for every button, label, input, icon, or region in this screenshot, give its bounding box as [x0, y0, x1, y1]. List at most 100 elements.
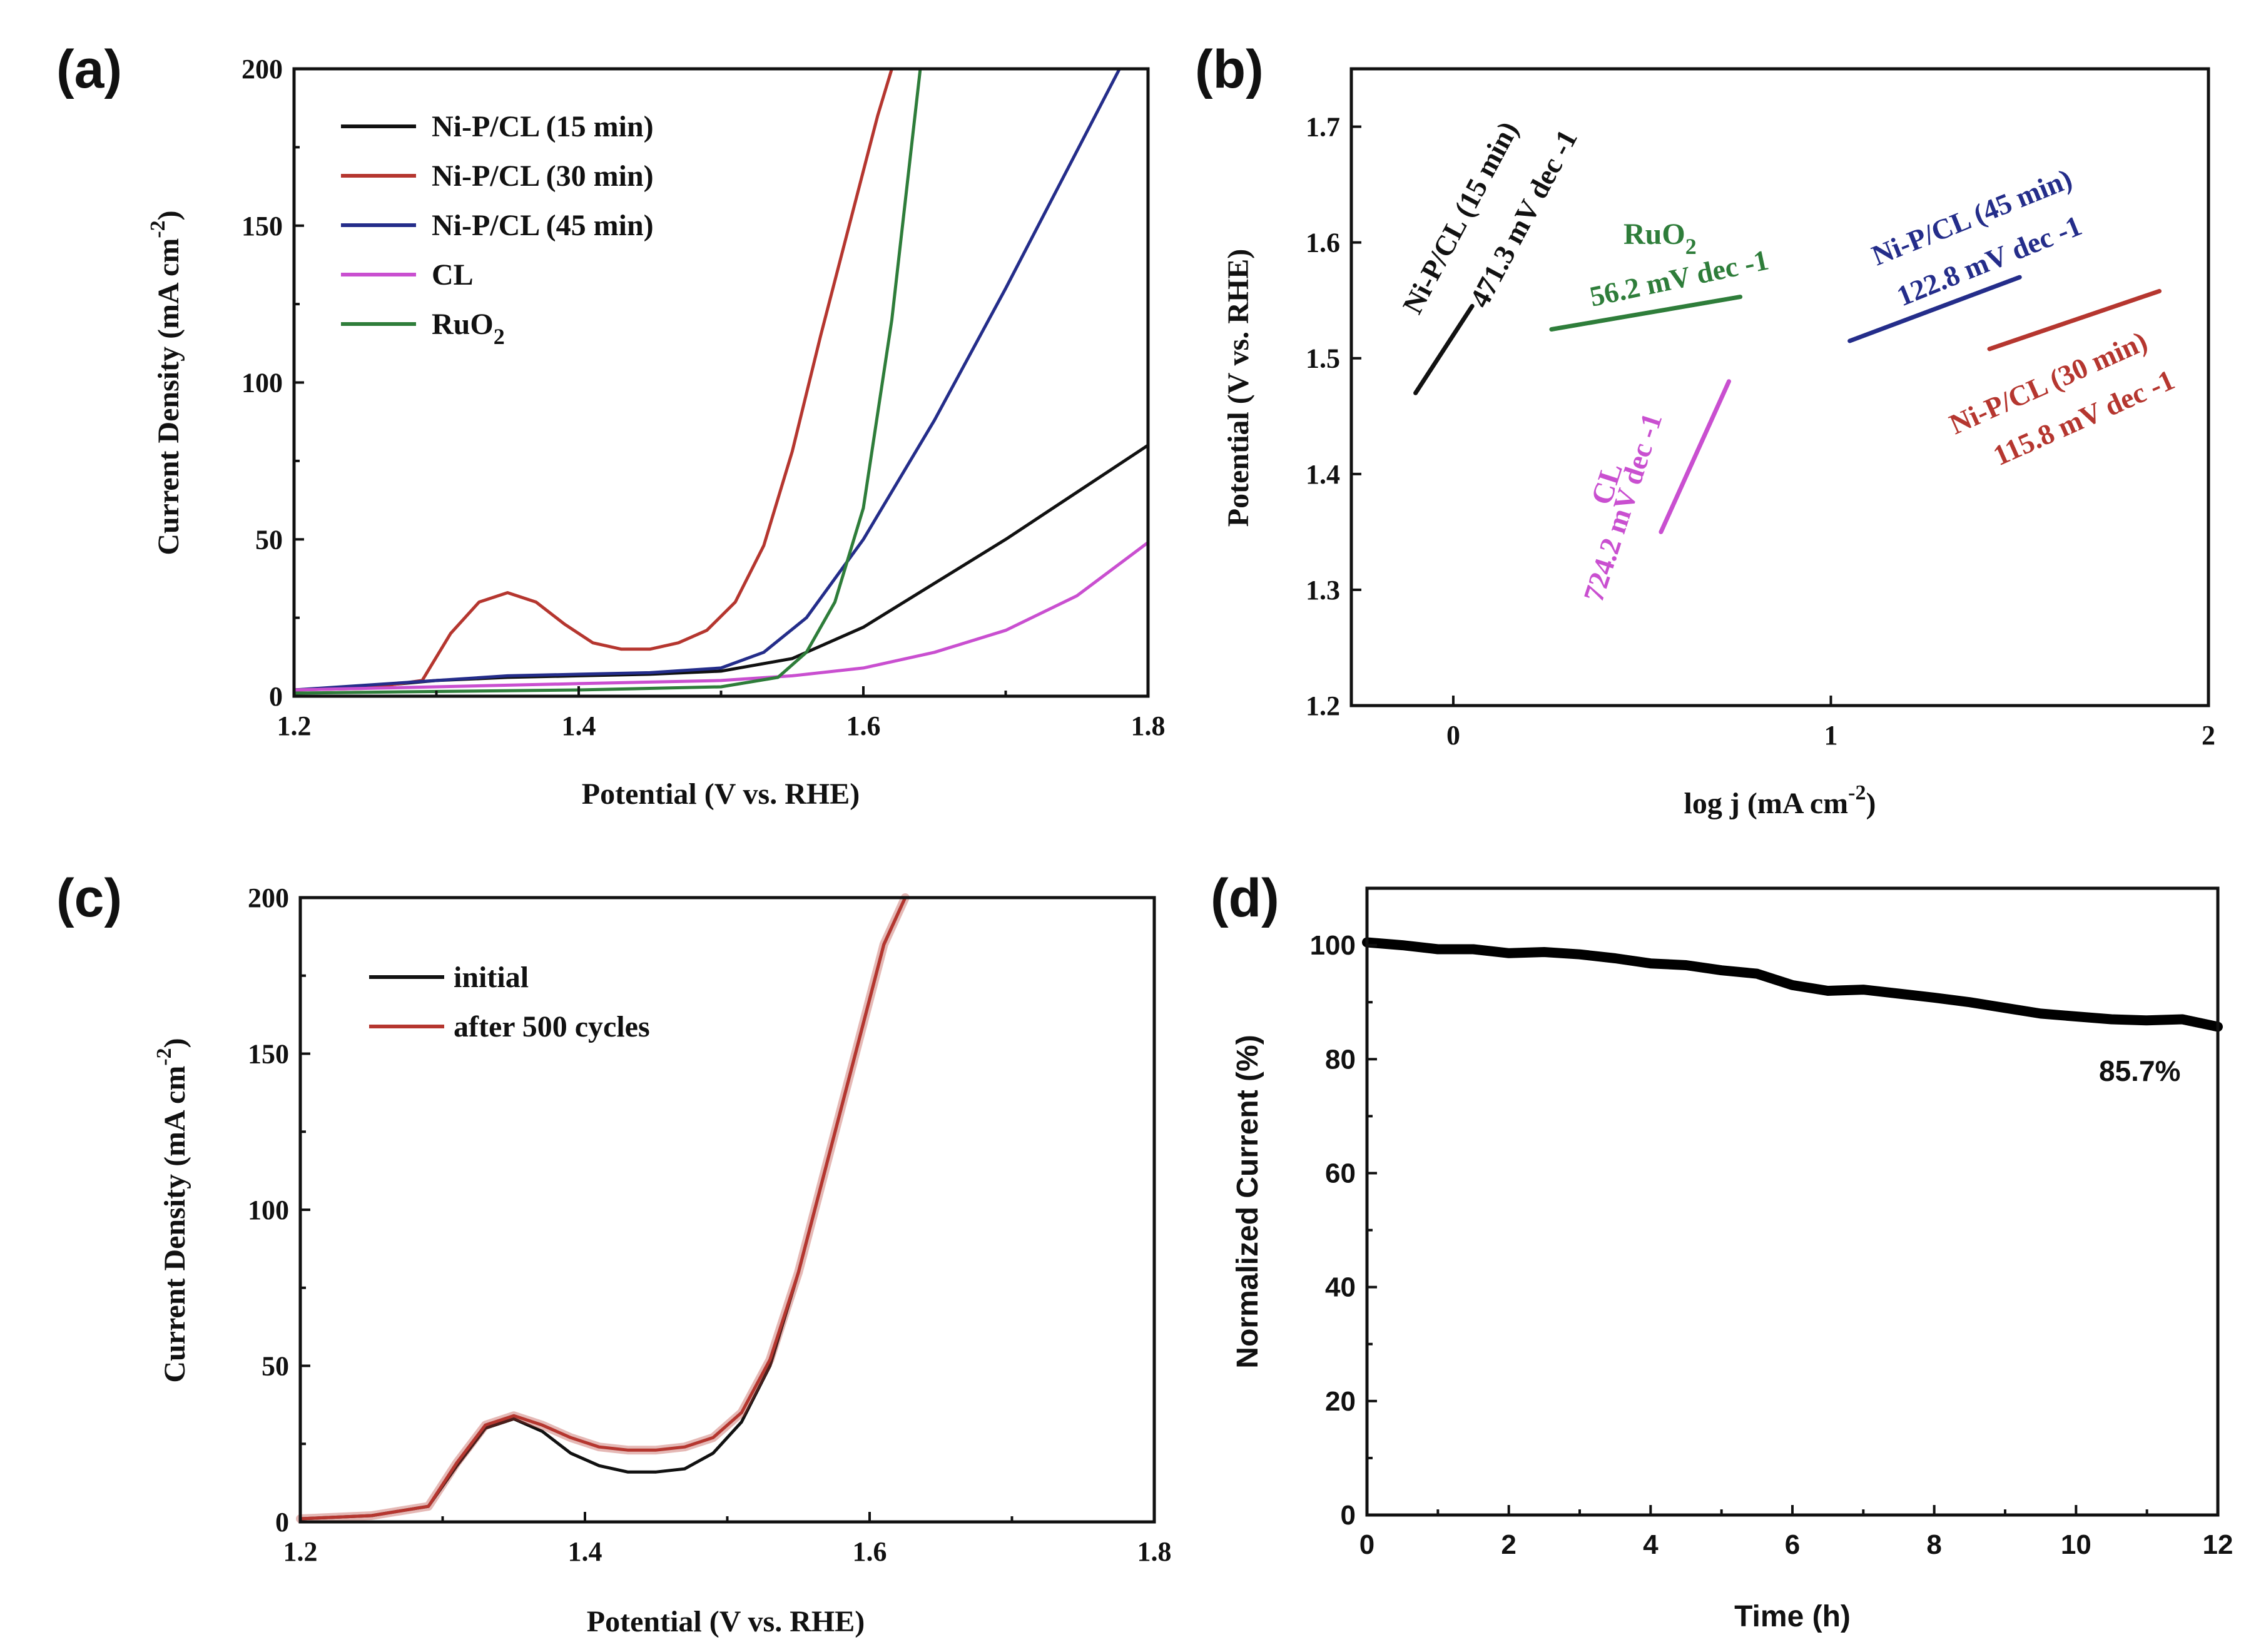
chart-d-xtick-label: 12 [2203, 1529, 2233, 1560]
chart-d-xtick-label: 2 [1501, 1529, 1516, 1560]
legend-a-45min: Ni-P/CL (45 min) [432, 209, 654, 242]
legend-a-cl: CL [432, 258, 474, 291]
chart-b-xlabel-sup: -2 [1848, 781, 1866, 804]
chart-c-ticks: 1.2 1.4 1.6 1.8 0 50 100 150 200 [248, 883, 1172, 1567]
chart-c-series [296, 893, 910, 1523]
panel-label-b: (b) [1195, 39, 1264, 99]
panel-label-c: (c) [56, 868, 122, 928]
chart-b-ytick-label: 1.7 [1306, 112, 1340, 143]
chart-b-xlabel-end: ) [1866, 787, 1876, 820]
chart-d-xtick-label: 8 [1926, 1529, 1941, 1560]
chart-d-xtick-label: 10 [2061, 1529, 2091, 1560]
chart-a-ytick-label: 50 [255, 524, 283, 555]
chart-c-ytick-label: 200 [248, 883, 289, 913]
chart-b-ylabel: Potential (V vs. RHE) [1222, 249, 1255, 527]
chart-a-ytick-label: 100 [241, 368, 283, 398]
legend-a-ruo2-main: RuO [432, 308, 494, 341]
anno-b-cl-tafel: 724.2 mV dec -1 [1577, 409, 1668, 606]
chart-a-ylabel: Current Density (mA cm-2) [146, 210, 185, 555]
chart-c-ytick-label: 0 [275, 1507, 289, 1538]
chart-b-ytick-label: 1.4 [1306, 459, 1340, 490]
chart-c-ytick-label: 50 [262, 1351, 289, 1382]
chart-b-ytick-label: 1.2 [1306, 691, 1340, 721]
chart-b-ytick-label: 1.5 [1306, 343, 1340, 374]
chart-c-xlabel: Potential (V vs. RHE) [587, 1605, 865, 1638]
legend-c-initial: initial [454, 961, 529, 994]
chart-a-frame [292, 67, 1150, 698]
chart-d-series-stability [1362, 937, 2223, 1032]
chart-c: 1.2 1.4 1.6 1.8 0 50 100 150 200 Potential (V vs… [153, 883, 1172, 1638]
chart-d-ylabel: Normalized Current (%) [1231, 1035, 1264, 1368]
chart-d: 0 2 4 6 8 10 12 0 20 40 60 80 100 Time (h) Normalize… [1231, 886, 2233, 1633]
chart-a-series-cl [292, 540, 1150, 692]
chart-b-series-ni-p-cl-15-min [1413, 303, 1475, 395]
chart-d-xtick-label: 0 [1359, 1529, 1374, 1560]
chart-b-xlabel-main: log j (mA cm [1684, 787, 1849, 820]
chart-a-xtick-label: 1.6 [846, 711, 881, 741]
chart-b-frame [1349, 67, 2210, 707]
anno-b-15min-name: Ni-P/CL (15 min) [1396, 116, 1525, 319]
chart-c-legend: initial after 500 cycles [369, 961, 650, 1043]
chart-b-series [1413, 275, 2162, 534]
chart-b: 0 1 2 1.2 1.3 1.4 1.5 1.6 1.7 log j (mA cm-2) Po… [1222, 67, 2215, 820]
panel-label-a: (a) [56, 39, 122, 99]
chart-a-ytick-label: 0 [269, 681, 283, 712]
chart-a-xtick-label: 1.4 [562, 711, 596, 741]
legend-a-ruo2: RuO2 [432, 308, 505, 349]
chart-b-series-ni-p-cl-30-min [1987, 288, 2162, 352]
chart-a: 1.2 1.4 1.6 1.8 0 50 100 150 200 Potential (V vs… [146, 54, 1166, 811]
chart-a-xlabel: Potential (V vs. RHE) [582, 778, 860, 811]
chart-c-ylabel: Current Density (mA cm-2) [153, 1038, 191, 1382]
chart-b-xtick-label: 0 [1446, 720, 1460, 751]
chart-d-ytick-label: 60 [1325, 1158, 1356, 1188]
chart-c-ylabel-sup: -2 [153, 1048, 176, 1065]
legend-a-ruo2-sub: 2 [494, 324, 505, 349]
chart-c-ylabel-end: ) [158, 1038, 191, 1048]
chart-b-xlabel: log j (mA cm-2) [1684, 781, 1876, 820]
chart-b-ticks: 0 1 2 1.2 1.3 1.4 1.5 1.6 1.7 [1306, 112, 2215, 751]
chart-c-ytick-label: 150 [248, 1039, 289, 1070]
chart-a-ylabel-sup: -2 [146, 220, 170, 238]
chart-c-ylabel-main: Current Density (mA cm [158, 1066, 191, 1383]
chart-a-series [292, 67, 1150, 695]
chart-c-xtick-label: 1.8 [1137, 1536, 1172, 1567]
chart-d-xtick-label: 6 [1785, 1529, 1800, 1560]
chart-d-series [1362, 937, 2223, 1032]
anno-b-ruo2-sub: 2 [1685, 234, 1697, 259]
chart-b-series-ruo2 [1549, 295, 1743, 332]
chart-d-xtick-label: 4 [1643, 1529, 1659, 1560]
chart-d-xlabel: Time (h) [1734, 1600, 1851, 1633]
chart-a-ytick-label: 200 [241, 54, 283, 84]
legend-a-15min: Ni-P/CL (15 min) [432, 110, 654, 143]
chart-b-ytick-label: 1.3 [1306, 575, 1340, 606]
chart-d-ytick-label: 0 [1341, 1500, 1356, 1531]
chart-c-xtick-label: 1.6 [853, 1536, 887, 1567]
chart-a-series-ni-p-cl-30-min [292, 67, 893, 692]
chart-b-series-cl [1659, 379, 1731, 534]
chart-c-xtick-label: 1.2 [283, 1536, 318, 1567]
chart-b-xtick-label: 1 [1824, 720, 1837, 751]
chart-b-ytick-label: 1.6 [1306, 228, 1340, 258]
chart-a-series-ni-p-cl-45-min [292, 67, 1121, 692]
chart-d-ticks: 0 2 4 6 8 10 12 0 20 40 60 80 100 [1310, 930, 2233, 1560]
legend-a-30min: Ni-P/CL (30 min) [432, 160, 654, 193]
chart-d-ytick-label: 100 [1310, 930, 1356, 961]
chart-a-xtick-label: 1.2 [277, 711, 312, 741]
anno-b-ruo2-name: RuO2 [1623, 218, 1697, 259]
chart-d-ytick-label: 40 [1325, 1272, 1356, 1303]
chart-d-ytick-label: 80 [1325, 1044, 1356, 1075]
chart-a-series-ni-p-cl-15-min [292, 443, 1150, 692]
chart-a-series-ruo2 [292, 67, 922, 695]
chart-c-xtick-label: 1.4 [568, 1536, 602, 1567]
chart-d-ytick-label: 20 [1325, 1386, 1356, 1417]
panel-label-d: (d) [1211, 868, 1279, 928]
chart-a-ytick-label: 150 [241, 211, 283, 241]
anno-b-ruo2-main: RuO [1623, 218, 1685, 251]
chart-a-ylabel-end: ) [152, 210, 185, 220]
chart-a-ticks: 1.2 1.4 1.6 1.8 0 50 100 150 200 [241, 54, 1166, 741]
chart-a-legend: Ni-P/CL (15 min) Ni-P/CL (30 min) Ni-P/C… [341, 110, 654, 349]
chart-a-xtick-label: 1.8 [1131, 711, 1166, 741]
anno-d-final-value: 85.7% [2099, 1055, 2180, 1087]
chart-b-series-ni-p-cl-45-min [1847, 275, 2022, 343]
